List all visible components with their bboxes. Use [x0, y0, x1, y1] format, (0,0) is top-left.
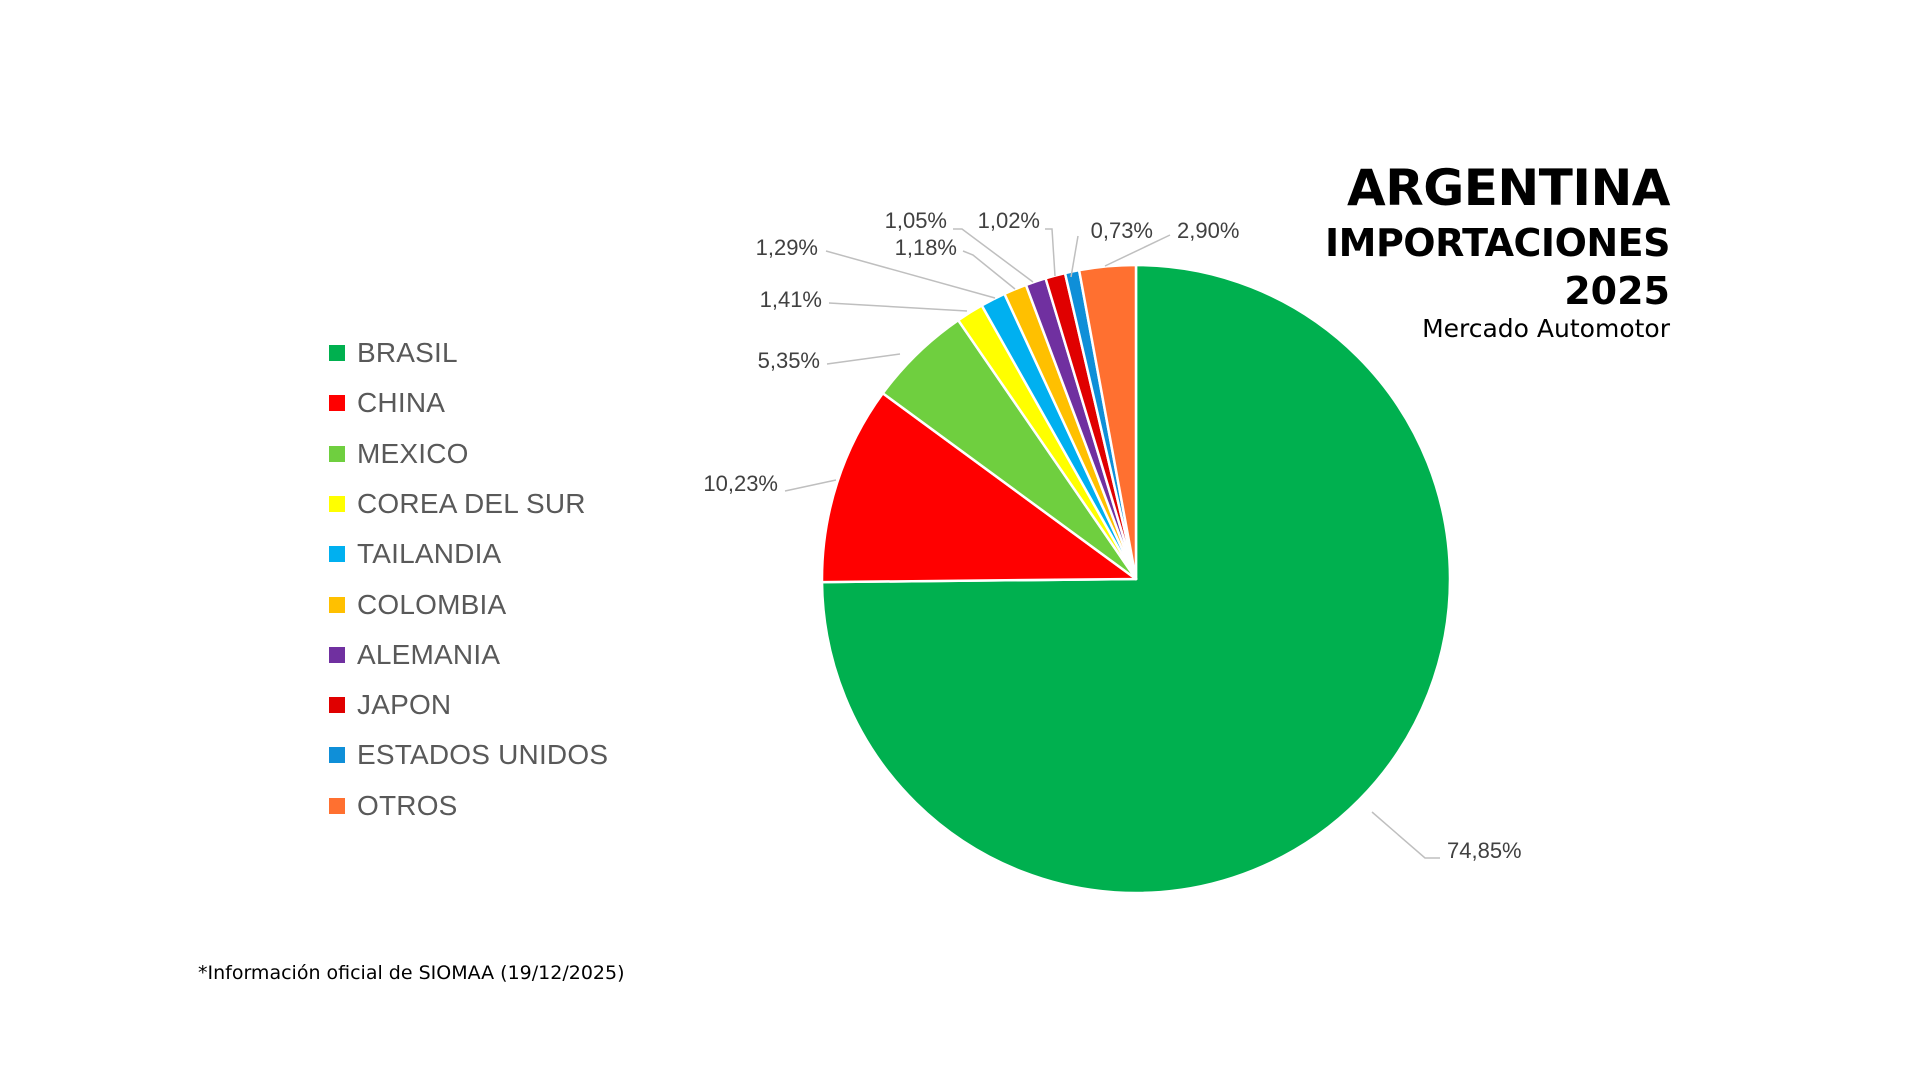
leader-line — [962, 250, 1016, 290]
chart-caption: Mercado Automotor — [1422, 314, 1670, 343]
legend-label: ESTADOS UNIDOS — [357, 739, 609, 771]
leader-line — [1104, 234, 1171, 267]
legend-item: MEXICO — [329, 429, 469, 479]
legend-swatch-icon — [329, 596, 345, 613]
legend-swatch-icon — [329, 747, 345, 764]
data-label: 0,73% — [1091, 218, 1153, 243]
legend-item: ESTADOS UNIDOS — [329, 730, 608, 780]
data-label: 74,85% — [1447, 838, 1522, 863]
chart-year: 2025 — [1564, 269, 1670, 313]
legend-item: JAPON — [329, 680, 451, 730]
data-label: 5,35% — [758, 348, 820, 373]
data-label: 10,23% — [703, 471, 778, 496]
legend-swatch-icon — [329, 797, 345, 814]
legend-label: BRASIL — [357, 337, 458, 368]
legend-item: COLOMBIA — [329, 580, 506, 630]
legend-label: JAPON — [357, 689, 452, 721]
chart-title-block: ARGENTINA IMPORTACIONES 2025 Mercado Aut… — [1325, 158, 1671, 346]
data-label: 1,29% — [756, 235, 818, 260]
legend-label: TAILANDIA — [357, 538, 502, 570]
data-label: 1,02% — [978, 208, 1040, 233]
legend-item: TAILANDIA — [329, 529, 501, 579]
legend-label: COREA DEL SUR — [357, 487, 586, 519]
chart-title: ARGENTINA — [1347, 159, 1671, 217]
leader-line — [828, 302, 968, 312]
leader-line — [1070, 235, 1079, 278]
legend-label: CHINA — [357, 387, 446, 419]
leader-line — [825, 250, 996, 299]
leader-line — [784, 479, 837, 492]
legend-item: COREA DEL SUR — [329, 479, 586, 529]
legend-label: MEXICO — [357, 437, 469, 469]
legend-item: BRASIL — [329, 328, 458, 378]
data-label: 1,41% — [760, 287, 822, 312]
data-label: 1,05% — [885, 208, 947, 233]
leader-line — [826, 353, 901, 365]
legend-label: ALEMANIA — [357, 638, 501, 670]
legend-swatch-icon — [329, 345, 345, 361]
legend-item: OTROS — [329, 781, 458, 831]
legend-label: COLOMBIA — [357, 588, 507, 620]
leader-line — [1371, 811, 1440, 859]
leader-line — [1045, 228, 1056, 277]
legend-label: OTROS — [357, 789, 458, 821]
pie-slice — [820, 263, 1452, 895]
legend-swatch-icon — [329, 445, 345, 462]
legend-item: CHINA — [329, 378, 445, 428]
data-label: 2,90% — [1177, 218, 1239, 243]
chart-subtitle: IMPORTACIONES — [1325, 221, 1671, 265]
legend-swatch-icon — [329, 697, 345, 714]
source-footnote: *Información oficial de SIOMAA (19/12/20… — [198, 962, 625, 984]
legend-swatch-icon — [329, 646, 345, 663]
legend-swatch-icon — [329, 546, 345, 563]
pie-slice — [1077, 263, 1138, 581]
data-label: 1,18% — [895, 235, 957, 260]
legend-swatch-icon — [329, 495, 345, 512]
legend-swatch-icon — [329, 395, 345, 412]
leader-line — [953, 228, 1034, 283]
pie-slice — [820, 392, 1138, 584]
legend-item: ALEMANIA — [329, 630, 500, 680]
